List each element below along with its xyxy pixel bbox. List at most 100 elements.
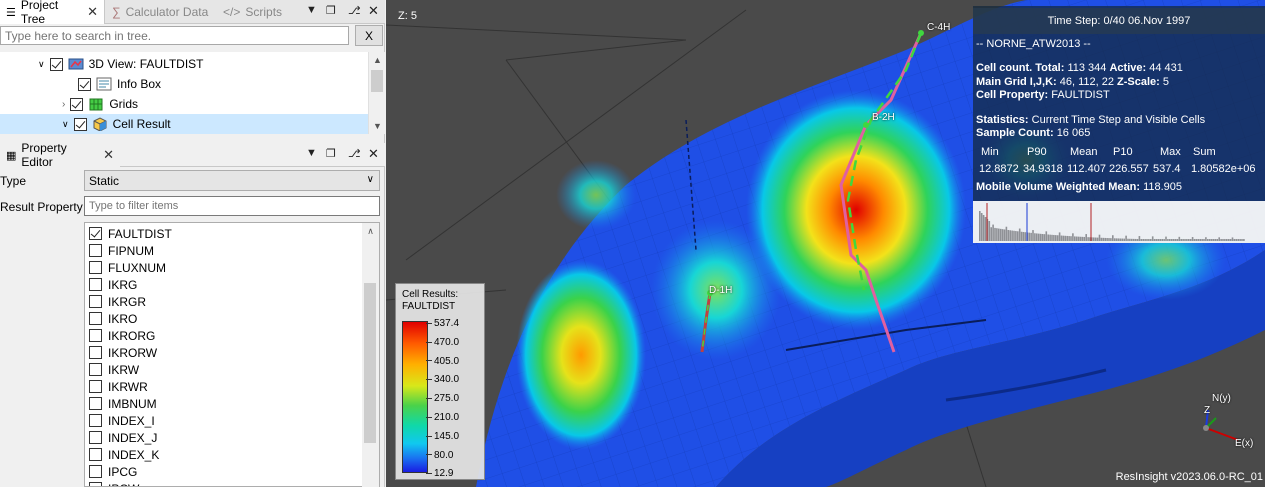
color-legend: Cell Results: FAULTDIST 537.4 470.0 405 (395, 283, 485, 480)
z-scale-indicator: Z: 5 (398, 10, 417, 22)
scrollbar-thumb[interactable] (371, 70, 383, 92)
property-checkbox[interactable] (89, 380, 102, 393)
tree-checkbox[interactable] (49, 57, 63, 71)
histogram-bar (1121, 238, 1124, 241)
property-item[interactable]: IMBNUM (89, 395, 157, 412)
chevron-right-icon[interactable]: › (62, 98, 66, 110)
tree-item-info-box[interactable]: Info Box (78, 74, 368, 94)
property-item[interactable]: IPCW (89, 480, 139, 486)
property-label: INDEX_I (108, 413, 155, 428)
clear-search-button[interactable]: X (355, 25, 383, 46)
pin-icon[interactable]: ⎇ (348, 148, 361, 160)
close-icon[interactable]: ✕ (87, 4, 98, 19)
histogram-bar (1068, 236, 1070, 241)
tab-calculator-data[interactable]: ∑ Calculator Data (112, 5, 209, 19)
chevron-down-icon[interactable]: ▼ (306, 147, 317, 159)
property-checkbox[interactable] (89, 346, 102, 359)
property-item[interactable]: IKRORG (89, 327, 155, 344)
property-checkbox[interactable] (89, 312, 102, 325)
float-icon[interactable]: ❐ (326, 5, 336, 17)
tree-scrollbar[interactable]: ▲ ▼ (368, 52, 385, 134)
float-icon[interactable]: ❐ (326, 148, 336, 160)
histogram-bar (1119, 238, 1122, 241)
mobile-volume-line: Mobile Volume Weighted Mean: 118.905 (976, 181, 1183, 193)
property-checkbox[interactable] (89, 414, 102, 427)
property-item[interactable]: IKRG (89, 276, 137, 293)
property-filter-input[interactable] (84, 196, 380, 216)
property-checkbox[interactable] (89, 295, 102, 308)
property-item[interactable]: IPCG (89, 463, 137, 480)
chevron-down-icon[interactable]: ▼ (306, 4, 317, 16)
histogram-bar (1070, 236, 1072, 241)
property-label: IKRGR (108, 294, 147, 309)
tree-search-input[interactable] (0, 26, 349, 45)
chevron-down-icon[interactable]: ∨ (62, 118, 69, 129)
histogram-bar (1096, 237, 1099, 241)
tab-scripts[interactable]: </> Scripts (223, 5, 283, 19)
property-item[interactable]: INDEX_I (89, 412, 155, 429)
close-icon[interactable]: ✕ (368, 146, 379, 161)
histogram-bar (1104, 237, 1106, 241)
scroll-up-icon[interactable]: ▲ (373, 55, 382, 65)
histogram-bar (1028, 232, 1030, 241)
property-item[interactable]: IKRGR (89, 293, 146, 310)
property-item[interactable]: FLUXNUM (89, 259, 166, 276)
tab-property-editor[interactable]: ▦ Property Editor ✕ (0, 141, 120, 169)
histogram-bar (1106, 238, 1108, 241)
tree-checkbox[interactable] (73, 117, 87, 131)
tree-item-cell-result[interactable]: ∨ Cell Result (0, 114, 368, 134)
property-checkbox[interactable] (89, 227, 102, 240)
pin-icon[interactable]: ⎇ (348, 5, 361, 17)
tab-project-tree[interactable]: ☰ Project Tree ✕ (0, 0, 105, 26)
property-item[interactable]: FAULTDIST (89, 225, 172, 242)
reservoir-render[interactable] (386, 0, 1265, 487)
histogram-bar (1117, 238, 1120, 241)
scroll-down-icon[interactable]: ▼ (373, 121, 382, 131)
property-item[interactable]: IKRW (89, 361, 139, 378)
histogram-bar (1123, 238, 1125, 241)
property-item[interactable]: IKRO (89, 310, 137, 327)
property-checkbox[interactable] (89, 431, 102, 444)
tree-checkbox[interactable] (78, 77, 91, 91)
tree-checkbox[interactable] (70, 97, 84, 111)
statistics-line: Statistics: Current Time Step and Visibl… (976, 114, 1206, 126)
legend-tick: 470.0 (426, 337, 480, 348)
property-item[interactable]: IKRORW (89, 344, 157, 361)
close-icon[interactable]: ✕ (103, 147, 114, 162)
property-checkbox[interactable] (89, 448, 102, 461)
close-icon[interactable]: ✕ (368, 3, 379, 18)
property-checkbox[interactable] (89, 278, 102, 291)
property-checkbox[interactable] (89, 244, 102, 257)
property-checkbox[interactable] (89, 482, 102, 486)
3d-view-icon (68, 58, 84, 70)
tree-item-3d-view[interactable]: ∨ 3D View: FAULTDIST (38, 57, 204, 71)
property-checkbox[interactable] (89, 397, 102, 410)
property-checkbox[interactable] (89, 329, 102, 342)
histogram-bar (1239, 239, 1241, 241)
histogram-bar (1094, 237, 1097, 241)
property-item[interactable]: INDEX_J (89, 429, 157, 446)
property-checkbox[interactable] (89, 363, 102, 376)
property-item[interactable]: INDEX_K (89, 446, 159, 463)
scroll-up-icon[interactable]: ∧ (367, 225, 374, 236)
histogram-bar (1144, 239, 1146, 241)
histogram-bar (1237, 239, 1239, 241)
chevron-down-icon[interactable]: ∨ (38, 58, 45, 69)
histogram-bar (1208, 239, 1211, 241)
property-item[interactable]: IKRWR (89, 378, 148, 395)
project-tree: ∨ 3D View: FAULTDIST Info Box › Grids ∨ … (0, 52, 368, 134)
type-select[interactable]: Static ∨ (84, 170, 380, 191)
property-checkbox[interactable] (89, 261, 102, 274)
property-item[interactable]: FIPNUM (89, 242, 154, 259)
property-checkbox[interactable] (89, 465, 102, 478)
cell-property-line: Cell Property: FAULTDIST (976, 89, 1110, 101)
scrollbar-thumb[interactable] (364, 283, 376, 443)
tree-item-grids[interactable]: › Grids (62, 97, 139, 111)
histogram-bar (1074, 236, 1076, 241)
histogram-bar (1146, 239, 1148, 241)
property-list-scrollbar[interactable]: ∧ (362, 223, 379, 487)
stat-header: P10 (1113, 146, 1133, 158)
histogram-bar (1203, 239, 1205, 241)
case-name: -- NORNE_ATW2013 -- (976, 38, 1091, 50)
3d-view[interactable]: Z: 5 C-4H B-2H D-1H Time Step: 0/40 06.N… (386, 0, 1265, 487)
